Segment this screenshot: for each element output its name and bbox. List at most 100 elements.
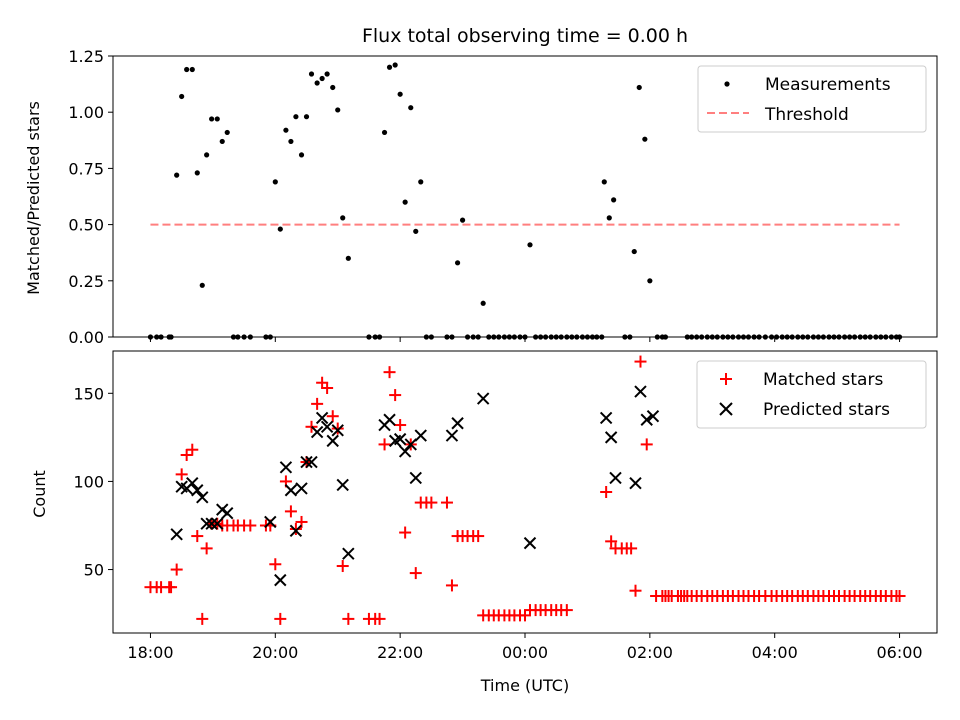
matched-star-point xyxy=(284,505,297,518)
matched-star-point xyxy=(425,496,438,509)
matched-star-point xyxy=(560,604,573,617)
bottom-x-ticks: 18:00 20:00 22:00 00:00 02:00 04:00 06:00 xyxy=(127,633,923,662)
predicted-star-point xyxy=(414,429,427,442)
legend-measurements-label: Measurements xyxy=(765,75,891,95)
predicted-star-point xyxy=(326,434,339,448)
predicted-star-point xyxy=(604,431,618,444)
predicted-star-point xyxy=(476,392,490,405)
bottom-y-tick-label: 50 xyxy=(84,561,104,580)
matched-star-point xyxy=(640,438,653,451)
x-tick-label: 22:00 xyxy=(377,643,423,662)
x-tick-label: 00:00 xyxy=(502,643,548,662)
matched-star-point xyxy=(311,397,324,410)
predicted-star-point xyxy=(523,536,537,550)
top-panel: Flux total observing time = 0.00 h Match… xyxy=(24,25,938,347)
measurement-point xyxy=(224,129,230,136)
top-y-tick-label: 0.75 xyxy=(68,159,104,178)
measurement-point xyxy=(219,138,225,145)
measurement-point xyxy=(179,93,185,100)
x-tick-label: 06:00 xyxy=(876,643,922,662)
matched-star-point xyxy=(472,530,485,543)
matched-star-point xyxy=(200,542,213,555)
measurement-point xyxy=(345,255,351,261)
measurement-point xyxy=(527,242,533,248)
measurement-point xyxy=(454,260,461,266)
predicted-star-point xyxy=(342,547,355,560)
predicted-star-point xyxy=(200,517,213,530)
measurement-point xyxy=(199,282,205,288)
predicted-star-point xyxy=(211,517,224,530)
top-y-ticks: 0.00 0.25 0.50 0.75 1.00 1.25 xyxy=(68,47,113,347)
measurement-point xyxy=(459,217,466,223)
measurement-point xyxy=(397,91,403,97)
predicted-star-point xyxy=(300,455,313,469)
measurement-point xyxy=(335,107,341,113)
top-y-axis-label: Matched/Predicted stars xyxy=(24,101,43,295)
predicted-star-point xyxy=(205,517,218,530)
measurement-point xyxy=(330,84,336,91)
measurement-point xyxy=(418,179,424,185)
top-axes-frame xyxy=(112,55,938,338)
predicted-star-point xyxy=(264,515,277,529)
matched-star-point xyxy=(383,366,396,379)
measurement-point xyxy=(189,66,195,73)
measurement-point xyxy=(611,197,617,203)
matched-star-point xyxy=(389,389,402,402)
predicted-star-point xyxy=(646,410,660,423)
measurement-point xyxy=(601,179,607,185)
matched-star-point xyxy=(440,496,453,509)
predicted-star-point xyxy=(305,455,318,469)
predicted-star-point xyxy=(393,432,407,446)
matched-star-point xyxy=(175,468,188,481)
matched-star-point xyxy=(274,612,287,625)
matched-star-point xyxy=(191,530,204,543)
matched-star-point xyxy=(625,542,638,555)
x-tick-label: 04:00 xyxy=(752,643,798,662)
predicted-star-point xyxy=(409,471,422,485)
measurement-point xyxy=(194,170,200,176)
measurement-point xyxy=(277,226,283,232)
measurement-point xyxy=(381,129,388,136)
bottom-y-tick-label: 150 xyxy=(73,384,104,403)
predicted-star-point xyxy=(398,445,412,458)
predicted-star-point xyxy=(289,524,303,537)
measurement-point xyxy=(293,114,299,120)
predicted-star-point xyxy=(196,491,209,504)
predicted-star-point xyxy=(320,420,334,433)
predicted-star-point xyxy=(310,425,324,439)
measurement-point xyxy=(408,105,414,111)
measurement-point xyxy=(283,127,289,133)
predicted-star-point xyxy=(599,411,613,425)
chart-title: Flux total observing time = 0.00 h xyxy=(362,25,688,47)
bottom-y-tick-label: 100 xyxy=(73,472,104,491)
measurement-point xyxy=(272,179,278,185)
top-y-tick-label: 1.25 xyxy=(68,47,104,66)
predicted-star-point xyxy=(383,413,396,426)
matched-star-point xyxy=(600,486,613,498)
top-y-tick-label: 0.00 xyxy=(68,328,104,347)
x-axis-label: Time (UTC) xyxy=(480,676,569,695)
measurement-point xyxy=(184,66,190,73)
measurement-point xyxy=(209,116,215,122)
measurement-point xyxy=(480,300,486,306)
predicted-star-point xyxy=(284,484,298,497)
measurement-point xyxy=(606,215,612,221)
bottom-axes-frame xyxy=(112,350,938,634)
measurement-point xyxy=(308,71,315,77)
measurement-point xyxy=(392,62,398,68)
x-tick-label: 02:00 xyxy=(627,643,673,662)
matched-star-point xyxy=(445,579,458,592)
matched-star-point xyxy=(605,535,618,548)
measurement-point xyxy=(386,64,393,70)
predicted-star-point xyxy=(274,573,287,587)
top-y-tick-label: 1.00 xyxy=(68,103,104,122)
bottom-legend: Matched stars Predicted stars xyxy=(696,360,927,429)
predicted-star-point xyxy=(629,476,642,490)
matched-star-point xyxy=(629,584,642,597)
matched-star-point xyxy=(326,410,339,423)
measurement-point xyxy=(319,75,325,82)
predicted-star-point xyxy=(445,429,459,442)
bottom-y-ticks: 50 100 150 xyxy=(73,384,113,580)
matched-star-point xyxy=(378,438,391,451)
measurement-point xyxy=(214,116,220,122)
